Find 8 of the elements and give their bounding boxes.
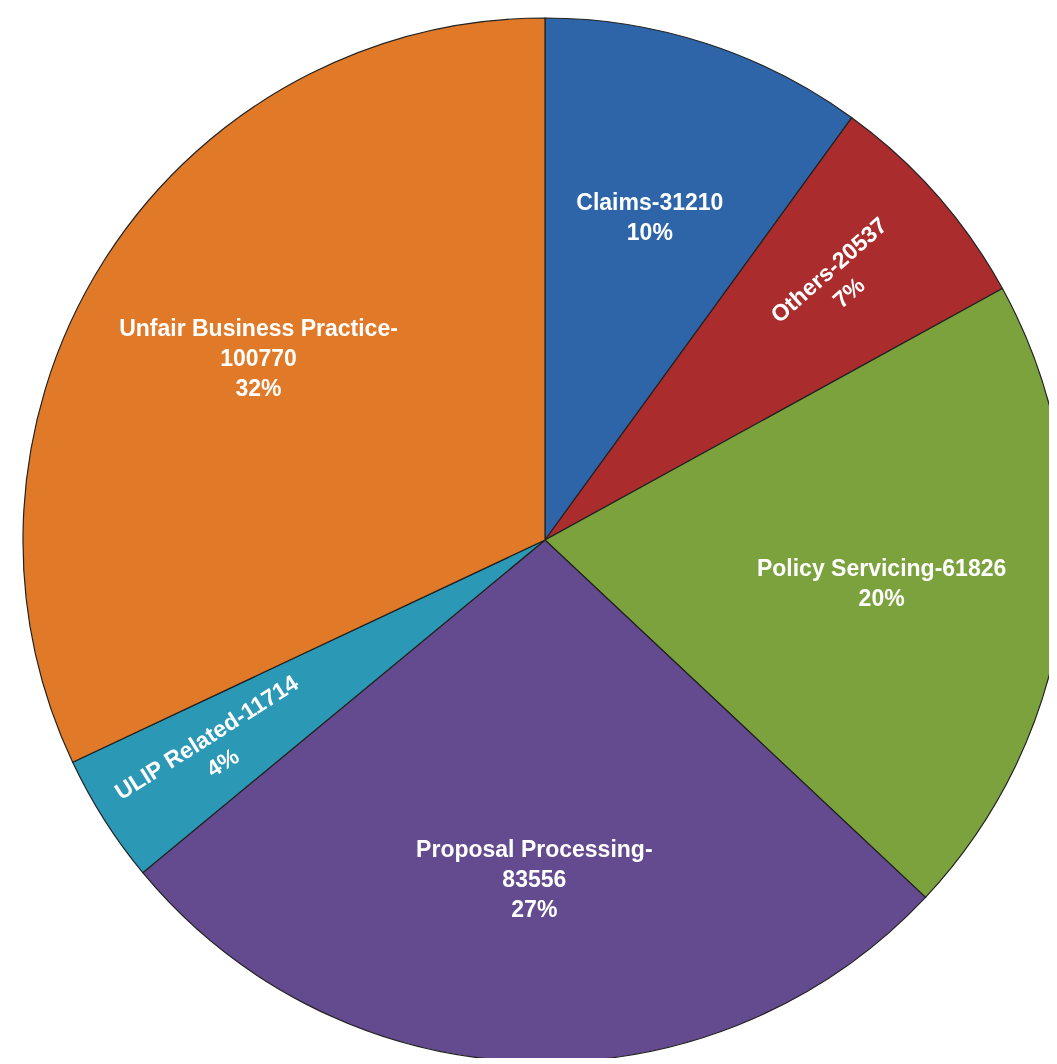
slice-label: Unfair Business Practice-100770 <box>119 315 398 372</box>
slice-label: Claims-31210 <box>576 189 724 216</box>
data-label: 10% <box>626 219 673 246</box>
data-label: 27% <box>511 896 558 923</box>
slice-label: Policy Servicing-61826 <box>756 554 1007 581</box>
slice-label: Proposal Processing-83556 <box>416 836 653 893</box>
data-label: 20% <box>858 584 905 611</box>
data-label: 32% <box>235 375 282 402</box>
